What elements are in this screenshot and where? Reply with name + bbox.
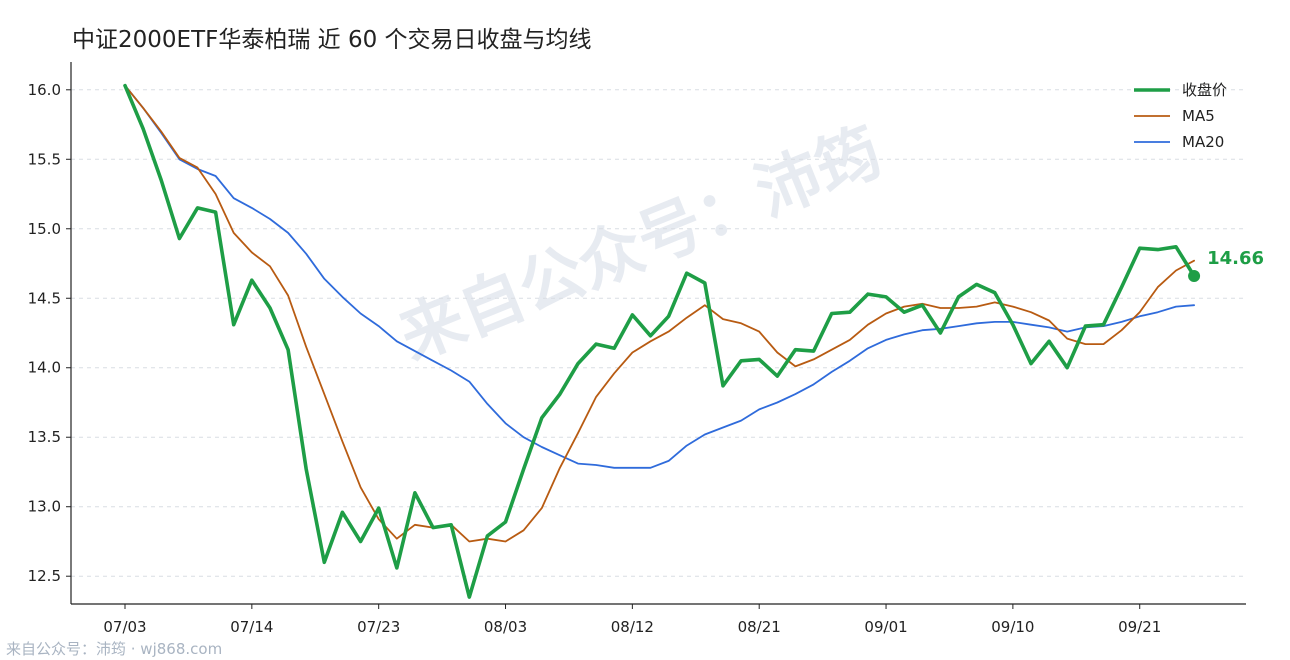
series-lines: 14.66 (123, 83, 1264, 599)
y-tick-label: 12.5 (28, 567, 61, 585)
x-tick-label: 09/01 (864, 618, 907, 636)
series-line-ma20 (124, 84, 1195, 469)
last-close-label: 14.66 (1207, 248, 1264, 269)
x-tick-label: 09/21 (1118, 618, 1161, 636)
axes: 12.5 13.0 13.5 14.0 14.5 15.0 15.5 16.0 07/03 07/… (28, 62, 1246, 636)
chart: 来自公众号：沛筠 12.5 13.0 13.5 14.0 14.5 15.0 15.5 16.… (28, 62, 1264, 636)
footer-credit: 来自公众号：沛筠 · wj868.com (6, 640, 223, 658)
y-tick-label: 15.0 (28, 220, 61, 238)
y-tick-label: 14.0 (28, 359, 61, 377)
y-tick-label: 14.5 (28, 289, 61, 307)
series-line-ma5 (124, 84, 1195, 543)
legend-label: MA20 (1182, 133, 1224, 151)
legend-label: MA5 (1182, 107, 1215, 125)
x-tick-label: 07/03 (103, 618, 146, 636)
chart-title: 中证2000ETF华泰柏瑞 近 60 个交易日收盘与均线 (72, 27, 592, 53)
legend-label: 收盘价 (1182, 81, 1227, 99)
x-tick-label: 07/14 (230, 618, 273, 636)
watermark: 来自公众号：沛筠 (390, 115, 892, 375)
y-tick-label: 13.0 (28, 498, 61, 516)
y-tick-label: 13.5 (28, 428, 61, 446)
legend: 收盘价 MA5 MA20 (1134, 81, 1227, 151)
x-tick-label: 08/12 (611, 618, 654, 636)
y-tick-label: 16.0 (28, 81, 61, 99)
x-tick-label: 08/21 (738, 618, 781, 636)
x-tick-label: 09/10 (991, 618, 1034, 636)
x-tick-label: 07/23 (357, 618, 400, 636)
grid-lines (71, 89, 1246, 577)
last-close-point (1188, 270, 1201, 283)
series-line-close (123, 83, 1196, 599)
y-tick-label: 15.5 (28, 150, 61, 168)
x-tick-label: 08/03 (484, 618, 527, 636)
